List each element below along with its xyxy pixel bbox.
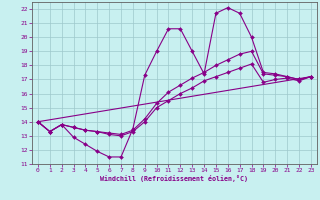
X-axis label: Windchill (Refroidissement éolien,°C): Windchill (Refroidissement éolien,°C): [100, 175, 248, 182]
